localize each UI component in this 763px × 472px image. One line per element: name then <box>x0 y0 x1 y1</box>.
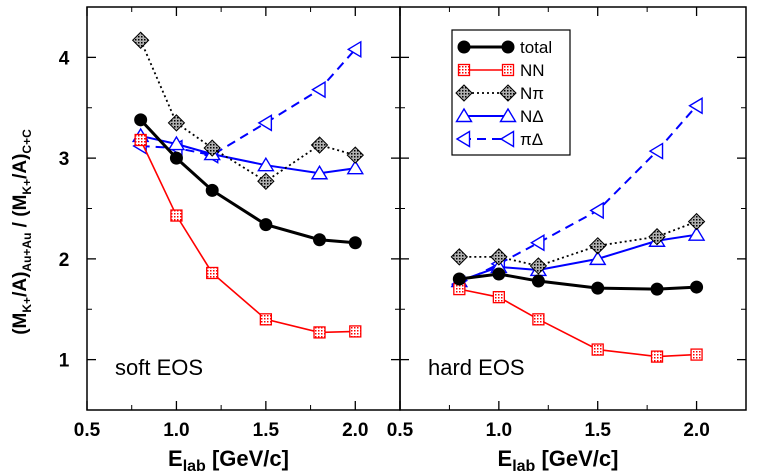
y-tick-label: 3 <box>59 149 70 170</box>
data-point-total <box>531 274 545 288</box>
data-point-NΔ <box>346 159 365 175</box>
series-line-NΔ <box>458 233 697 282</box>
data-point-NΔ <box>167 135 186 151</box>
series-line-Nπ <box>139 39 356 183</box>
panel-label: hard EOS <box>428 355 525 380</box>
data-point-Nπ <box>687 212 706 231</box>
x-tick-label: 2.0 <box>342 420 368 441</box>
data-point-total <box>313 233 327 247</box>
x-tick-label: 0.5 <box>74 420 101 441</box>
x-axis: 0.5 1.0 1.5 2.0 0.5 1.0 1.5 2.0 Elab [GeV/c] Elab… <box>74 420 710 472</box>
data-point-Nπ <box>257 172 275 191</box>
series-line-Nπ <box>459 220 697 267</box>
x-tick-label: 1.0 <box>163 420 189 441</box>
legend-label-πΔ: πΔ <box>520 130 543 149</box>
data-point-Nπ <box>529 257 548 275</box>
legend-marker-NN <box>457 63 471 77</box>
data-point-NΔ <box>257 156 275 172</box>
y-tick-label: 4 <box>59 48 70 69</box>
data-point-Nπ <box>131 31 150 49</box>
data-point-total <box>650 282 664 296</box>
series-line-NΔ <box>140 134 356 175</box>
data-point-Nπ <box>346 146 364 164</box>
data-point-NN <box>134 133 147 147</box>
data-point-Nπ <box>648 228 666 246</box>
data-point-total <box>690 280 704 294</box>
data-point-total <box>259 218 273 232</box>
data-point-NN <box>349 325 362 338</box>
data-point-πΔ <box>346 40 362 59</box>
legend-label-Nπ: Nπ <box>520 84 544 103</box>
data-point-NN <box>532 313 545 326</box>
data-point-Nπ <box>203 139 221 157</box>
data-point-Nπ <box>167 114 186 132</box>
data-point-Nπ <box>589 237 607 255</box>
legend-marker-total <box>501 40 515 54</box>
y-axis: 1 2 3 4 (MK+/A)Au+Au / (MK+/A)C+C <box>10 48 70 371</box>
x-tick-label: 1.5 <box>253 420 280 441</box>
panel-soft-eos: soft EOS <box>86 6 401 411</box>
legend-marker-πΔ <box>455 130 471 148</box>
y-axis-title: (MK+/A)Au+Au / (MK+/A)C+C <box>10 129 34 335</box>
data-point-NN <box>259 313 273 326</box>
data-point-NN <box>170 209 183 222</box>
data-point-πΔ <box>530 234 545 252</box>
data-point-Nπ <box>310 136 329 154</box>
legend: total NN Nπ NΔ πΔ <box>451 29 571 156</box>
data-point-πΔ <box>257 114 273 132</box>
data-point-πΔ <box>688 96 703 115</box>
panel-label: soft EOS <box>115 355 203 380</box>
data-point-πΔ <box>589 201 604 220</box>
data-point-Nπ <box>450 248 469 266</box>
data-point-total <box>591 281 605 295</box>
data-point-NN <box>690 348 703 361</box>
series-line-πΔ <box>140 48 357 157</box>
legend-marker-NΔ <box>455 107 473 123</box>
legend-marker-total <box>457 40 471 54</box>
legend-marker-πΔ <box>499 130 515 148</box>
data-point-NN <box>650 350 664 363</box>
series-line-total <box>459 272 697 291</box>
x-tick-label: 1.5 <box>585 420 612 441</box>
legend-label-NN: NN <box>520 61 545 80</box>
data-point-total <box>492 267 506 281</box>
data-point-total <box>205 183 219 197</box>
data-point-total <box>452 272 466 286</box>
data-point-Nπ <box>490 248 508 266</box>
panel-hard-eos: hard EOS <box>399 6 747 411</box>
data-point-NΔ <box>310 164 329 180</box>
legend-marker-NΔ <box>499 107 517 123</box>
y-tick-label: 1 <box>59 351 70 372</box>
legend-marker-Nπ <box>455 84 473 102</box>
x-axis-title: Elab [GeV/c] <box>168 446 289 472</box>
data-point-NN <box>206 266 219 280</box>
data-point-NN <box>492 291 506 304</box>
x-tick-label: 0.5 <box>387 420 414 441</box>
series-line-πΔ <box>458 105 698 285</box>
legend-label-NΔ: NΔ <box>520 107 544 126</box>
legend-marker-Nπ <box>499 84 517 102</box>
data-point-NN <box>313 326 326 339</box>
data-point-total <box>134 113 148 127</box>
data-point-total <box>348 236 362 250</box>
data-point-total <box>169 151 183 165</box>
y-tick-label: 2 <box>59 250 70 271</box>
plot-frame <box>86 6 401 411</box>
data-point-NN <box>591 343 604 356</box>
data-point-πΔ <box>311 80 326 99</box>
legend-label-total: total <box>520 38 552 57</box>
legend-marker-NN <box>501 63 515 77</box>
data-point-πΔ <box>648 142 664 160</box>
x-tick-label: 2.0 <box>683 420 709 441</box>
series-line-total <box>139 118 356 245</box>
data-point-NΔ <box>687 226 706 241</box>
x-tick-label: 1.0 <box>486 420 512 441</box>
series-line-NN <box>459 288 697 358</box>
x-axis-title: Elab [GeV/c] <box>498 446 619 472</box>
data-point-NΔ <box>588 250 607 266</box>
